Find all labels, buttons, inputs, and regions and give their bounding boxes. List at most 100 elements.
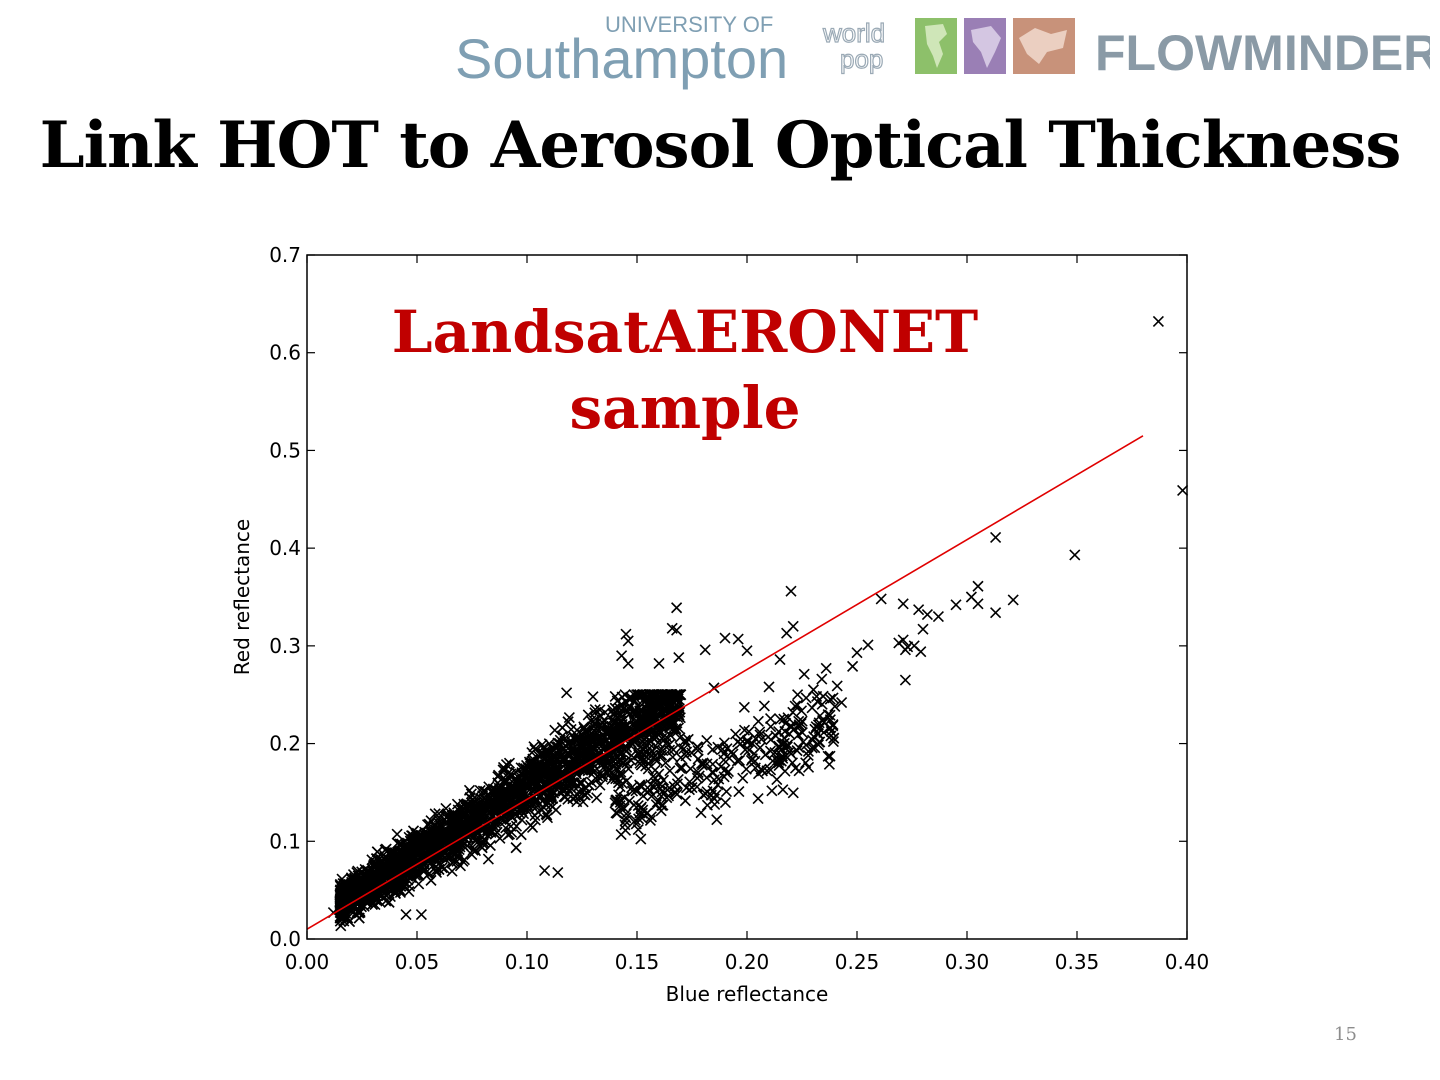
data-point [657, 689, 669, 701]
data-point [765, 721, 777, 733]
logo-worldpop-pop: pop [840, 44, 883, 74]
data-point [733, 786, 745, 798]
data-point [651, 741, 663, 753]
data-point [641, 731, 653, 743]
data-point [413, 878, 425, 890]
data-point [522, 780, 534, 792]
data-point [972, 580, 984, 592]
data-point [785, 585, 797, 597]
data-point [766, 785, 778, 797]
data-point [476, 793, 488, 806]
logo-flowminder: FLOWMINDER.ORG [1095, 25, 1430, 81]
data-point [433, 863, 445, 876]
y-tick-label: 0.1 [269, 829, 301, 853]
data-point [778, 713, 790, 725]
data-point [630, 785, 642, 797]
data-point [340, 889, 352, 901]
data-point [622, 657, 634, 670]
scatter-chart: 0.00 0.05 0.10 0.15 0.20 0.25 0.30 0.35 0.40 0.0 0… [225, 235, 1225, 1015]
data-point [679, 795, 691, 807]
data-point [663, 744, 676, 756]
data-point [862, 639, 874, 651]
data-point [634, 689, 646, 701]
page-number: 15 [1334, 1024, 1357, 1045]
data-point [636, 690, 648, 702]
data-point [646, 709, 658, 721]
data-point [444, 836, 456, 848]
data-point [693, 770, 705, 782]
data-point [464, 792, 476, 804]
data-point [487, 811, 499, 823]
data-point [466, 849, 478, 861]
data-point [679, 734, 691, 746]
data-point [527, 753, 539, 765]
data-point [847, 660, 859, 672]
data-point [897, 598, 909, 610]
data-point [793, 719, 805, 731]
data-point [875, 593, 887, 605]
data-point [540, 808, 552, 820]
y-axis-label: Red reflectance [230, 519, 254, 675]
data-point [851, 647, 863, 659]
data-point [397, 846, 409, 858]
data-point [824, 750, 836, 762]
data-point [641, 709, 654, 721]
data-point [733, 754, 746, 766]
data-point [548, 750, 561, 762]
data-point [990, 531, 1002, 543]
data-point [620, 697, 633, 709]
data-point [745, 754, 757, 767]
data-point [660, 757, 672, 769]
data-point [582, 709, 594, 721]
data-point [636, 781, 648, 793]
data-point [791, 745, 803, 757]
data-point [811, 690, 823, 702]
data-point [752, 715, 764, 727]
data-point [658, 704, 670, 716]
y-tick-label: 0.5 [269, 438, 301, 462]
data-point [709, 798, 721, 810]
data-point [442, 810, 454, 822]
data-point [824, 709, 836, 721]
data-point [820, 662, 832, 674]
data-point [743, 744, 755, 756]
data-point [802, 745, 814, 757]
data-point [614, 794, 627, 806]
data-point [416, 830, 428, 842]
data-point [413, 829, 425, 841]
x-tick-label: 0.35 [1055, 950, 1100, 974]
data-point [777, 784, 789, 796]
data-point [514, 807, 526, 820]
data-point [643, 738, 655, 750]
data-point [515, 829, 527, 841]
data-point [622, 635, 634, 647]
data-point [656, 786, 668, 798]
data-point [411, 848, 423, 860]
data-point [389, 887, 401, 900]
y-tick-label: 0.0 [269, 927, 301, 951]
data-point [749, 762, 761, 774]
data-point [572, 780, 585, 792]
data-point [614, 748, 626, 760]
data-point [400, 909, 412, 921]
data-point [674, 762, 686, 774]
data-point [800, 757, 812, 769]
slide-title: Link HOT to Aerosol Optical Thickness [39, 108, 1402, 183]
data-point [353, 912, 365, 924]
data-point [422, 838, 434, 850]
data-point [634, 807, 646, 819]
data-point [1007, 594, 1019, 606]
data-point [620, 628, 632, 640]
annotation-line-2: sample [569, 374, 800, 442]
data-point [451, 798, 464, 810]
data-point [371, 846, 383, 858]
data-point [510, 842, 522, 854]
data-point [718, 771, 730, 783]
data-point [990, 607, 1002, 619]
data-point [829, 700, 841, 712]
data-point [807, 684, 819, 696]
x-tick-label: 0.10 [505, 950, 550, 974]
americas-map-icon [925, 24, 947, 68]
data-point [718, 748, 730, 760]
data-point [597, 717, 609, 729]
